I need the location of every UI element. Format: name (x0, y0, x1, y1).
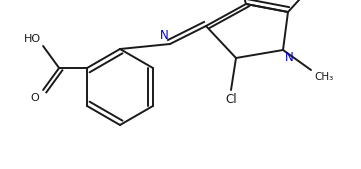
Text: Cl: Cl (225, 93, 237, 106)
Text: N: N (160, 29, 169, 42)
Text: O: O (30, 93, 39, 103)
Text: CH₃: CH₃ (314, 72, 333, 82)
Text: N: N (285, 51, 294, 64)
Text: HO: HO (24, 34, 41, 44)
